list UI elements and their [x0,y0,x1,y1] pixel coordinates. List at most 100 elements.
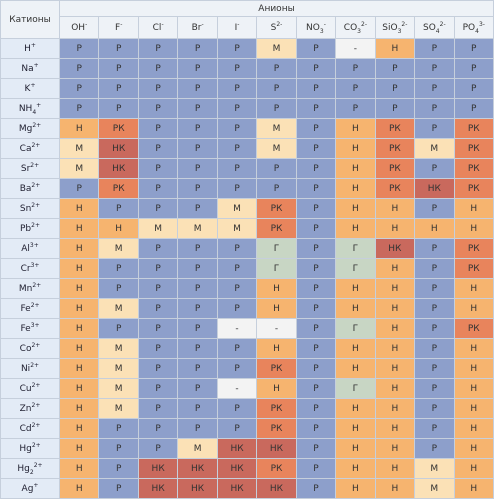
ion-symbol: Mg [18,123,33,134]
solubility-cell: Р [137,238,179,259]
table-row: Cu2+ Н М Р Р - Н Р Г Н Р Н [0,378,494,399]
ion-charge: 2+ [30,301,40,309]
solubility-cell: М [177,218,218,239]
solubility-cell: Р [177,378,218,399]
solubility-cell: Р [177,198,218,219]
solubility-cell: Р [137,98,179,119]
solubility-cell: Н [335,158,376,179]
solubility-cell: Р [295,458,337,479]
solubility-cell: - [216,318,258,339]
ion-charge: 2+ [30,161,40,169]
solubility-cell: Р [295,38,337,59]
solubility-cell: Н [335,398,376,419]
ion-charge: 2+ [30,361,40,369]
solubility-cell: РК [256,218,297,239]
solubility-cell: Р [137,378,179,399]
solubility-cell: Р [414,318,455,339]
solubility-cell: М [58,158,100,179]
solubility-cell: Р [177,398,218,419]
cation-cell: Ca2+ [0,138,60,159]
solubility-cell: Г [335,238,376,259]
ion-symbol: Cu [19,383,32,394]
solubility-cell: Р [216,138,258,159]
solubility-cell: Р [335,58,376,79]
solubility-cell: Р [137,78,179,99]
solubility-cell: Н [58,218,100,239]
solubility-cell: Р [295,118,337,139]
ion-symbol: F [115,22,121,33]
ion-symbol: Al [21,243,30,254]
solubility-cell: Н [453,378,494,399]
solubility-cell: НК [98,158,139,179]
solubility-cell: Р [137,198,179,219]
solubility-cell: Р [414,378,455,399]
solubility-cell: Р [295,218,337,239]
solubility-cell: Р [216,358,258,379]
ion-symbol: Na [21,63,34,74]
solubility-cell: Н [453,278,494,299]
ion-charge: - [323,20,326,28]
solubility-cell: Р [414,198,455,219]
solubility-cell: Р [295,378,337,399]
anion-header: OH- [58,16,100,39]
ion-charge: 2- [361,20,367,28]
anions-header: Анионы [59,0,494,17]
cation-cell: Ni2+ [0,358,60,379]
ion-symbol: Ni [20,363,31,374]
solubility-cell: Н [335,218,376,239]
table-row: Cr3+ Н Р Р Р Р Г Р Г Н Р РК [0,258,494,279]
solubility-cell: Н [335,138,376,159]
table-row: H+ Р Р Р Р Р М Р - Н Р Р [0,38,494,59]
ion-charge: - [237,20,240,28]
table-row: Pb2+ Н Н М М М РК Р Н Н Н Н [0,218,494,239]
table-row: Al3+ Н М Р Р Р Г Р Г НК Р РК [0,238,494,259]
solubility-cell: М [98,378,139,399]
ion-symbol: Fe [20,303,31,314]
ion-subscript: 2 [29,468,34,476]
solubility-cell: М [256,38,297,59]
ion-charge: 2+ [31,201,41,209]
solubility-cell: Р [414,58,455,79]
solubility-cell: Р [216,338,258,359]
solubility-cell: Р [137,158,179,179]
solubility-cell: Р [177,298,218,319]
solubility-cell: Р [98,98,139,119]
ion-charge: + [33,61,39,69]
solubility-cell: Р [137,298,179,319]
solubility-cell: Р [256,78,297,99]
solubility-cell: Р [295,478,337,499]
solubility-cell: Р [177,138,218,159]
ion-symbol: Ba [19,183,32,194]
table-body: H+ Р Р Р Р Р М Р - Н Р Р Na+ Р Р Р Р Р Р Р Р Р Р Р K+ Р Р Р Р Р Р Р Р Р Р Р… [0,38,494,499]
solubility-cell: РК [453,238,494,259]
solubility-cell: Н [374,318,416,339]
cation-cell: Al3+ [0,238,60,259]
ion-charge: 2+ [32,281,42,289]
ion-charge: 2+ [33,461,43,469]
ion-symbol: Hg [19,443,32,454]
cation-cell: Hg22+ [0,458,60,479]
solubility-cell: Н [335,118,376,139]
ion-charge: + [36,101,42,109]
ion-charge: + [30,41,36,49]
solubility-cell: РК [98,118,139,139]
ion-symbol: SO [423,22,436,33]
solubility-cell: РК [256,398,297,419]
solubility-cell: Н [335,198,376,219]
ion-charge: 2+ [31,401,41,409]
table-row: Ag+ Н Р НК НК НК НК Р Н Н М Н [0,478,494,499]
solubility-cell: Н [58,398,100,419]
solubility-cell: Н [335,458,376,479]
table-row: NH4+ Р Р Р Р Р Р Р Р Р Р Р [0,98,494,119]
solubility-cell: Р [295,238,337,259]
solubility-cell: Р [256,178,297,199]
solubility-cell: Р [256,158,297,179]
ion-symbol: Cr [20,263,31,274]
solubility-cell: Н [256,298,297,319]
solubility-cell: Н [58,238,100,259]
ion-symbol: Sn [19,203,32,214]
solubility-cell: Н [374,438,416,459]
ion-symbol: OH [71,22,86,33]
solubility-cell: Н [374,358,416,379]
ion-charge: 2+ [31,341,41,349]
